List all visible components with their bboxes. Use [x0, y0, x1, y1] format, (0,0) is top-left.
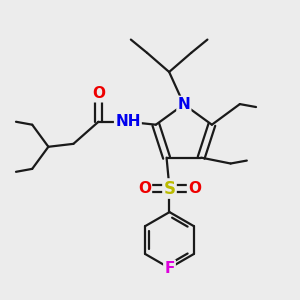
- Text: S: S: [164, 179, 175, 197]
- Text: F: F: [164, 260, 175, 275]
- Text: O: O: [92, 86, 105, 101]
- Text: O: O: [188, 181, 201, 196]
- Text: NH: NH: [115, 114, 141, 129]
- Text: O: O: [138, 181, 151, 196]
- Text: N: N: [178, 97, 190, 112]
